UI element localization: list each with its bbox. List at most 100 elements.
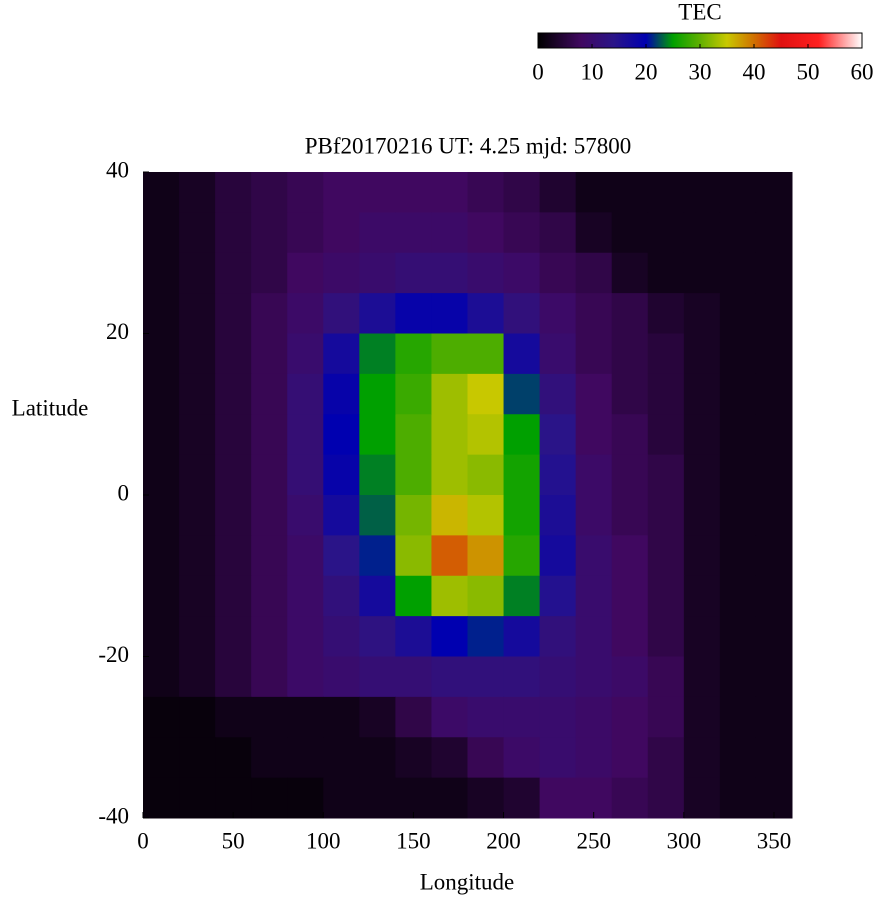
heat-cell <box>467 495 505 536</box>
heat-cell <box>323 616 360 657</box>
heat-cell <box>539 454 577 496</box>
heat-cell <box>575 495 613 536</box>
heat-cell <box>611 656 649 698</box>
heat-cell <box>611 414 649 456</box>
heat-cell <box>143 656 180 698</box>
heat-cell <box>323 373 360 415</box>
heat-cell <box>683 172 721 213</box>
heat-cell <box>323 414 360 456</box>
heat-cell <box>467 454 505 496</box>
heat-cell <box>179 252 216 294</box>
heat-cell <box>683 212 721 254</box>
heat-cell <box>287 212 324 254</box>
heat-cell <box>719 616 757 657</box>
heat-cell <box>215 454 252 496</box>
colorbar-tick-label: 60 <box>851 59 874 84</box>
heat-cell <box>359 252 396 294</box>
heat-cell <box>359 333 396 375</box>
heat-cell <box>359 696 396 738</box>
heat-cell <box>539 737 577 779</box>
heat-cell <box>755 414 793 456</box>
x-tick-label: 0 <box>137 828 149 853</box>
heat-cell <box>755 333 793 375</box>
heat-cell <box>179 495 216 536</box>
heat-cell <box>395 777 432 819</box>
heat-cell <box>143 495 180 536</box>
heat-cell <box>431 172 468 213</box>
heat-cell <box>323 212 360 254</box>
heat-cell <box>431 373 468 415</box>
heat-cell <box>503 454 541 496</box>
heat-cell <box>143 293 180 334</box>
heat-cell <box>755 535 793 577</box>
heat-cell <box>575 616 613 657</box>
heat-cell <box>215 252 252 294</box>
heat-cell <box>179 616 216 657</box>
heat-cell <box>359 616 396 657</box>
heat-cell <box>719 777 757 819</box>
heat-cell <box>683 495 721 536</box>
heat-cell <box>683 293 721 334</box>
heat-cell <box>251 656 288 698</box>
heat-cell <box>251 616 288 657</box>
heat-cell <box>683 333 721 375</box>
x-tick-label: 150 <box>396 828 431 853</box>
heat-cell <box>647 252 685 294</box>
heat-cell <box>143 575 180 617</box>
heat-cell <box>179 575 216 617</box>
heat-cell <box>179 696 216 738</box>
heat-cell <box>395 172 432 213</box>
heat-cell <box>323 495 360 536</box>
heat-cell <box>647 535 685 577</box>
heat-cell <box>719 172 757 213</box>
heat-cell <box>683 616 721 657</box>
heat-cell <box>215 212 252 254</box>
heat-cell <box>323 293 360 334</box>
heat-cell <box>143 373 180 415</box>
heat-cell <box>143 414 180 456</box>
heat-cell <box>431 737 468 779</box>
heat-cell <box>179 535 216 577</box>
heat-cell <box>719 696 757 738</box>
heat-cell <box>647 293 685 334</box>
heat-cell <box>431 414 468 456</box>
heat-cell <box>179 737 216 779</box>
x-tick-label: 250 <box>576 828 611 853</box>
heat-cell <box>287 252 324 294</box>
heat-cell <box>575 252 613 294</box>
heat-cell <box>251 212 288 254</box>
heat-cell <box>467 737 505 779</box>
heat-cell <box>611 777 649 819</box>
heat-cell <box>431 777 468 819</box>
heat-cell <box>251 777 288 819</box>
colorbar-tick-label: 10 <box>581 59 604 84</box>
heat-cell <box>395 575 432 617</box>
heat-cell <box>251 373 288 415</box>
colorbar-tick-label: 0 <box>532 59 544 84</box>
heat-cell <box>467 333 505 375</box>
heat-cell <box>467 777 505 819</box>
heat-cell <box>755 454 793 496</box>
heat-cell <box>467 373 505 415</box>
heat-cell <box>755 737 793 779</box>
heat-cell <box>575 696 613 738</box>
heat-cell <box>251 414 288 456</box>
heat-cell <box>539 656 577 698</box>
heat-cell <box>575 454 613 496</box>
heat-cell <box>683 737 721 779</box>
heat-cell <box>719 656 757 698</box>
heat-cell <box>431 454 468 496</box>
heat-cell <box>539 575 577 617</box>
heat-cell <box>719 373 757 415</box>
heat-cell <box>287 172 324 213</box>
heat-cell <box>179 454 216 496</box>
heat-cell <box>467 696 505 738</box>
heat-cell <box>359 414 396 456</box>
heat-cell <box>431 696 468 738</box>
heat-cell <box>143 737 180 779</box>
heat-cell <box>287 575 324 617</box>
heat-cell <box>719 737 757 779</box>
heat-cell <box>143 696 180 738</box>
heat-cell <box>755 495 793 536</box>
heat-cell <box>647 454 685 496</box>
